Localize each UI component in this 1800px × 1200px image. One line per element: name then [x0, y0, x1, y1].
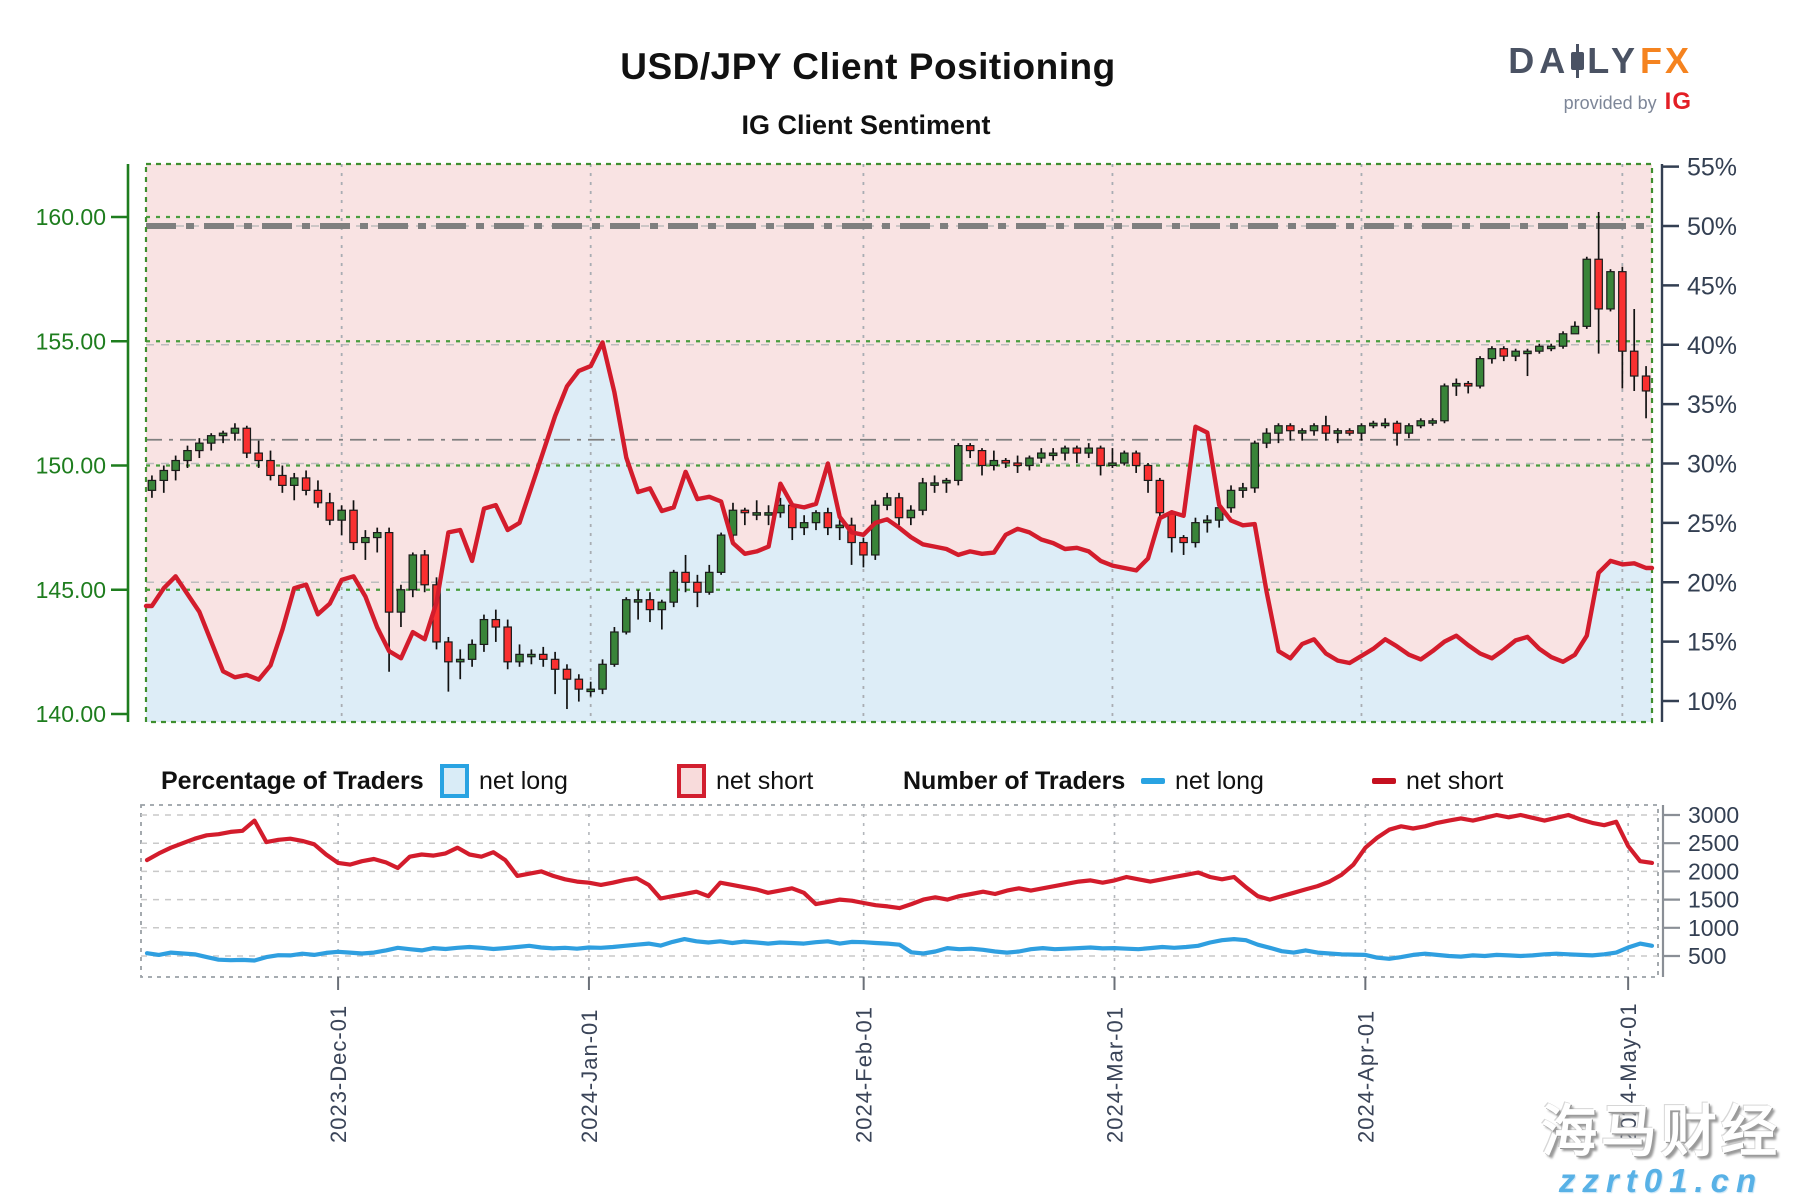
- percentage-of-traders-label: Percentage of Traders: [161, 766, 424, 795]
- svg-text:45%: 45%: [1687, 272, 1737, 300]
- svg-text:500: 500: [1688, 943, 1726, 969]
- svg-text:10%: 10%: [1687, 688, 1737, 716]
- dailyfx-logo: DA LY FX provided by IG: [1508, 40, 1692, 116]
- legend: Percentage of Traders net long net short…: [0, 760, 1800, 802]
- provided-by-label: provided by: [1563, 93, 1657, 113]
- net-long-label: net long: [479, 766, 568, 795]
- svg-text:30%: 30%: [1687, 451, 1737, 479]
- traders-line-net-long: [144, 936, 1655, 963]
- net-short-line-label: net short: [1406, 766, 1504, 795]
- svg-text:20%: 20%: [1687, 569, 1737, 597]
- x-tick-label: 2024-Mar-01: [1103, 1006, 1128, 1143]
- svg-text:140.00: 140.00: [36, 701, 106, 727]
- svg-text:160.00: 160.00: [36, 204, 106, 230]
- legend-pct-net-short: net short: [677, 760, 813, 802]
- svg-text:1000: 1000: [1688, 915, 1739, 941]
- legend-pct-net-long: net long: [440, 760, 568, 802]
- net-short-label: net short: [716, 766, 814, 795]
- svg-text:55%: 55%: [1687, 154, 1737, 182]
- pct-net-short-line: [143, 340, 1655, 682]
- candlestick-icon: [1571, 44, 1585, 78]
- svg-text:50%: 50%: [1687, 213, 1737, 241]
- svg-text:1500: 1500: [1688, 887, 1739, 913]
- net-short-line-swatch: [1372, 778, 1396, 784]
- percent-axis: 10% 15% 20% 25% 30% 35% 40% 45% 50% 55%: [1660, 154, 1737, 722]
- net-long-area-swatch: [440, 764, 469, 798]
- watermark: 海马财经 zzrt01.cn: [1526, 1100, 1796, 1200]
- svg-text:2000: 2000: [1688, 858, 1739, 884]
- x-tick-label: 2024-Feb-01: [852, 1006, 877, 1143]
- candlesticks: [147, 212, 1651, 710]
- date-axis: 2023-Dec-01 2024-Jan-01 2024-Feb-01 2024-Ma…: [326, 977, 1641, 1143]
- watermark-chinese: 海马财经: [1541, 1100, 1781, 1164]
- svg-text:145.00: 145.00: [36, 577, 106, 603]
- svg-text:15%: 15%: [1687, 629, 1737, 657]
- traders-line-net-short: [144, 812, 1655, 911]
- sentiment-areas: [146, 164, 1652, 722]
- legend-num-net-long: net long: [1141, 760, 1264, 802]
- x-tick-label: 2024-Apr-01: [1353, 1010, 1378, 1143]
- page-title: USD/JPY Client Positioning: [620, 46, 1116, 87]
- watermark-url: zzrt01.cn: [1558, 1162, 1764, 1199]
- logo-text-ly: LY: [1587, 40, 1640, 81]
- x-tick-label: 2023-Dec-01: [326, 1005, 351, 1143]
- x-tick-label: 2024-Jan-01: [577, 1008, 602, 1143]
- svg-text:25%: 25%: [1687, 510, 1737, 538]
- logo-text-da: DA: [1508, 40, 1571, 81]
- x-tick-label: 2024-May-01: [1616, 1002, 1641, 1143]
- chart-subtitle: IG Client Sentiment: [741, 110, 991, 140]
- svg-text:3000: 3000: [1688, 802, 1739, 828]
- logo-text-fx: FX: [1639, 40, 1692, 81]
- svg-text:2500: 2500: [1688, 830, 1739, 856]
- number-of-traders-label: Number of Traders: [903, 766, 1126, 795]
- svg-text:40%: 40%: [1687, 332, 1737, 360]
- legend-number-heading: Number of Traders: [903, 760, 1125, 802]
- ig-logo: IG: [1664, 88, 1692, 115]
- net-short-area-swatch: [677, 764, 706, 798]
- legend-percentage-heading: Percentage of Traders: [161, 760, 424, 802]
- svg-text:150.00: 150.00: [36, 453, 106, 479]
- net-long-line-swatch: [1141, 778, 1165, 784]
- price-axis: 140.00 145.00 150.00 155.00 160.00: [36, 164, 130, 727]
- svg-text:155.00: 155.00: [36, 328, 106, 354]
- svg-text:35%: 35%: [1687, 391, 1737, 419]
- traders-chart: [140, 804, 1659, 978]
- legend-num-net-short: net short: [1372, 760, 1503, 802]
- net-long-line-label: net long: [1175, 766, 1264, 795]
